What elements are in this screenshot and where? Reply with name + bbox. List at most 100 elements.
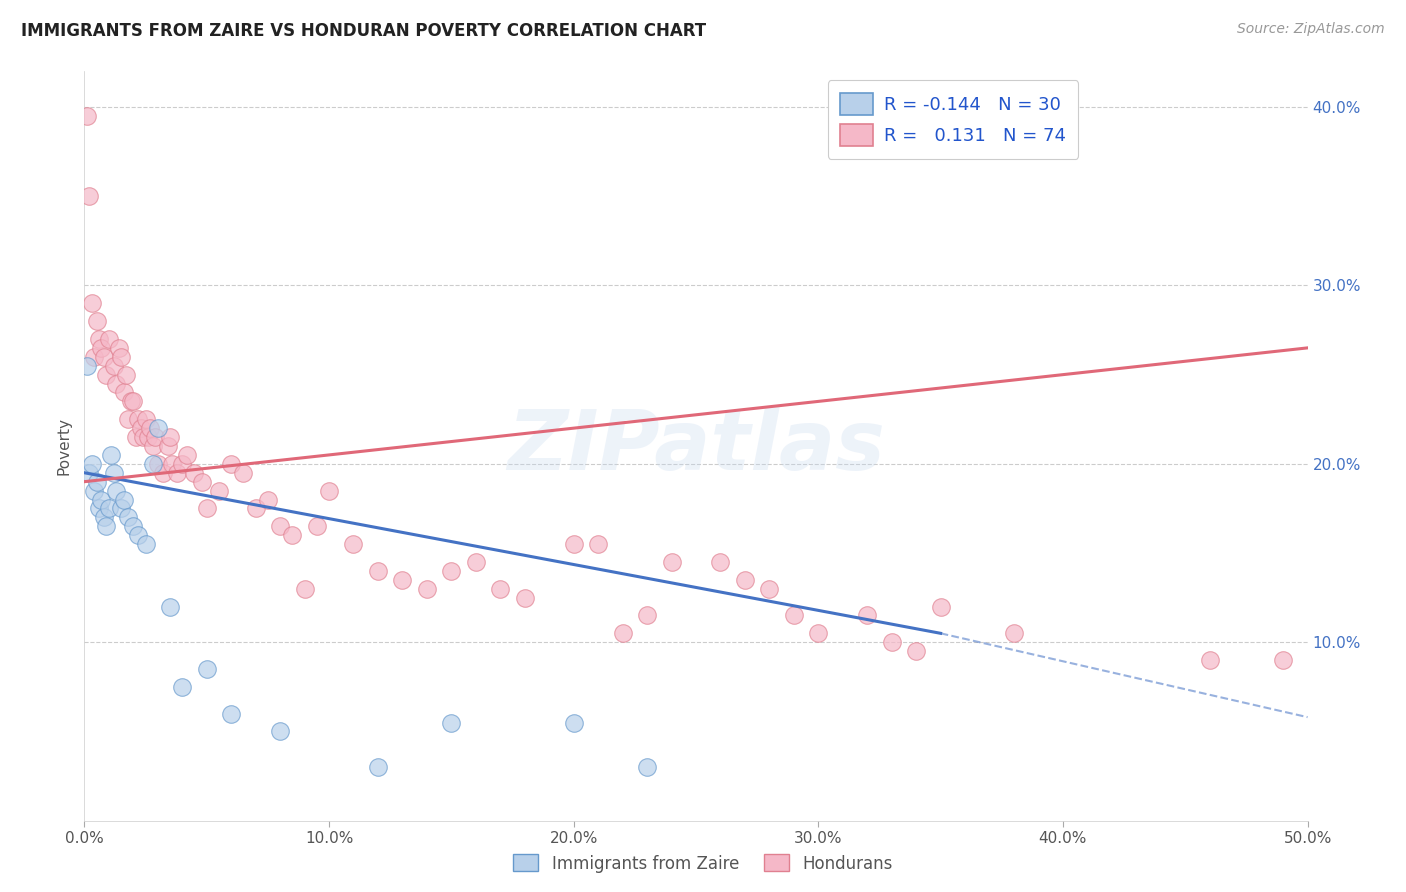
Point — [219, 706, 242, 721]
Point — [636, 608, 658, 623]
Y-axis label: Poverty: Poverty — [56, 417, 72, 475]
Point — [117, 412, 139, 426]
Point — [93, 510, 115, 524]
Point — [195, 662, 218, 676]
Point — [176, 448, 198, 462]
Point — [513, 591, 536, 605]
Point — [1272, 653, 1295, 667]
Point — [76, 359, 98, 373]
Point — [136, 430, 159, 444]
Point — [90, 492, 112, 507]
Point — [143, 430, 166, 444]
Point — [146, 457, 169, 471]
Point — [929, 599, 952, 614]
Point — [464, 555, 486, 569]
Point — [183, 466, 205, 480]
Point — [880, 635, 903, 649]
Point — [162, 457, 184, 471]
Point — [367, 760, 389, 774]
Text: Source: ZipAtlas.com: Source: ZipAtlas.com — [1237, 22, 1385, 37]
Point — [195, 501, 218, 516]
Point — [125, 430, 148, 444]
Point — [758, 582, 780, 596]
Point — [257, 492, 280, 507]
Point — [281, 528, 304, 542]
Point — [440, 715, 463, 730]
Point — [367, 564, 389, 578]
Point — [586, 537, 609, 551]
Point — [416, 582, 439, 596]
Point — [83, 483, 105, 498]
Point — [76, 109, 98, 123]
Point — [135, 412, 157, 426]
Point — [103, 359, 125, 373]
Point — [807, 626, 830, 640]
Point — [142, 457, 165, 471]
Point — [122, 394, 145, 409]
Point — [856, 608, 879, 623]
Point — [120, 394, 142, 409]
Point — [87, 332, 110, 346]
Point — [232, 466, 254, 480]
Point — [77, 466, 100, 480]
Point — [562, 537, 585, 551]
Point — [96, 368, 118, 382]
Point — [905, 644, 928, 658]
Point — [152, 466, 174, 480]
Point — [489, 582, 512, 596]
Point — [100, 448, 122, 462]
Point — [156, 439, 179, 453]
Point — [142, 439, 165, 453]
Point — [783, 608, 806, 623]
Point — [318, 483, 340, 498]
Point — [305, 519, 328, 533]
Point — [269, 519, 291, 533]
Point — [83, 350, 105, 364]
Point — [159, 599, 181, 614]
Point — [80, 296, 103, 310]
Point — [269, 724, 291, 739]
Point — [342, 537, 364, 551]
Point — [391, 573, 413, 587]
Point — [110, 350, 132, 364]
Point — [166, 466, 188, 480]
Point — [219, 457, 242, 471]
Point — [122, 519, 145, 533]
Point — [115, 368, 138, 382]
Point — [636, 760, 658, 774]
Point — [80, 457, 103, 471]
Point — [105, 376, 128, 391]
Point — [96, 519, 118, 533]
Point — [97, 501, 120, 516]
Point — [112, 492, 135, 507]
Point — [110, 501, 132, 516]
Point — [562, 715, 585, 730]
Point — [135, 537, 157, 551]
Text: ZIPatlas: ZIPatlas — [508, 406, 884, 486]
Point — [159, 430, 181, 444]
Point — [117, 510, 139, 524]
Point — [294, 582, 316, 596]
Point — [129, 421, 152, 435]
Point — [440, 564, 463, 578]
Point — [172, 680, 194, 694]
Point — [107, 341, 129, 355]
Point — [127, 528, 149, 542]
Point — [139, 421, 162, 435]
Point — [709, 555, 731, 569]
Point — [93, 350, 115, 364]
Point — [86, 314, 108, 328]
Point — [132, 430, 155, 444]
Point — [172, 457, 194, 471]
Point — [1002, 626, 1025, 640]
Point — [77, 189, 100, 203]
Point — [112, 385, 135, 400]
Point — [97, 332, 120, 346]
Point — [734, 573, 756, 587]
Point — [1198, 653, 1220, 667]
Point — [208, 483, 231, 498]
Point — [90, 341, 112, 355]
Point — [661, 555, 683, 569]
Point — [87, 501, 110, 516]
Point — [245, 501, 267, 516]
